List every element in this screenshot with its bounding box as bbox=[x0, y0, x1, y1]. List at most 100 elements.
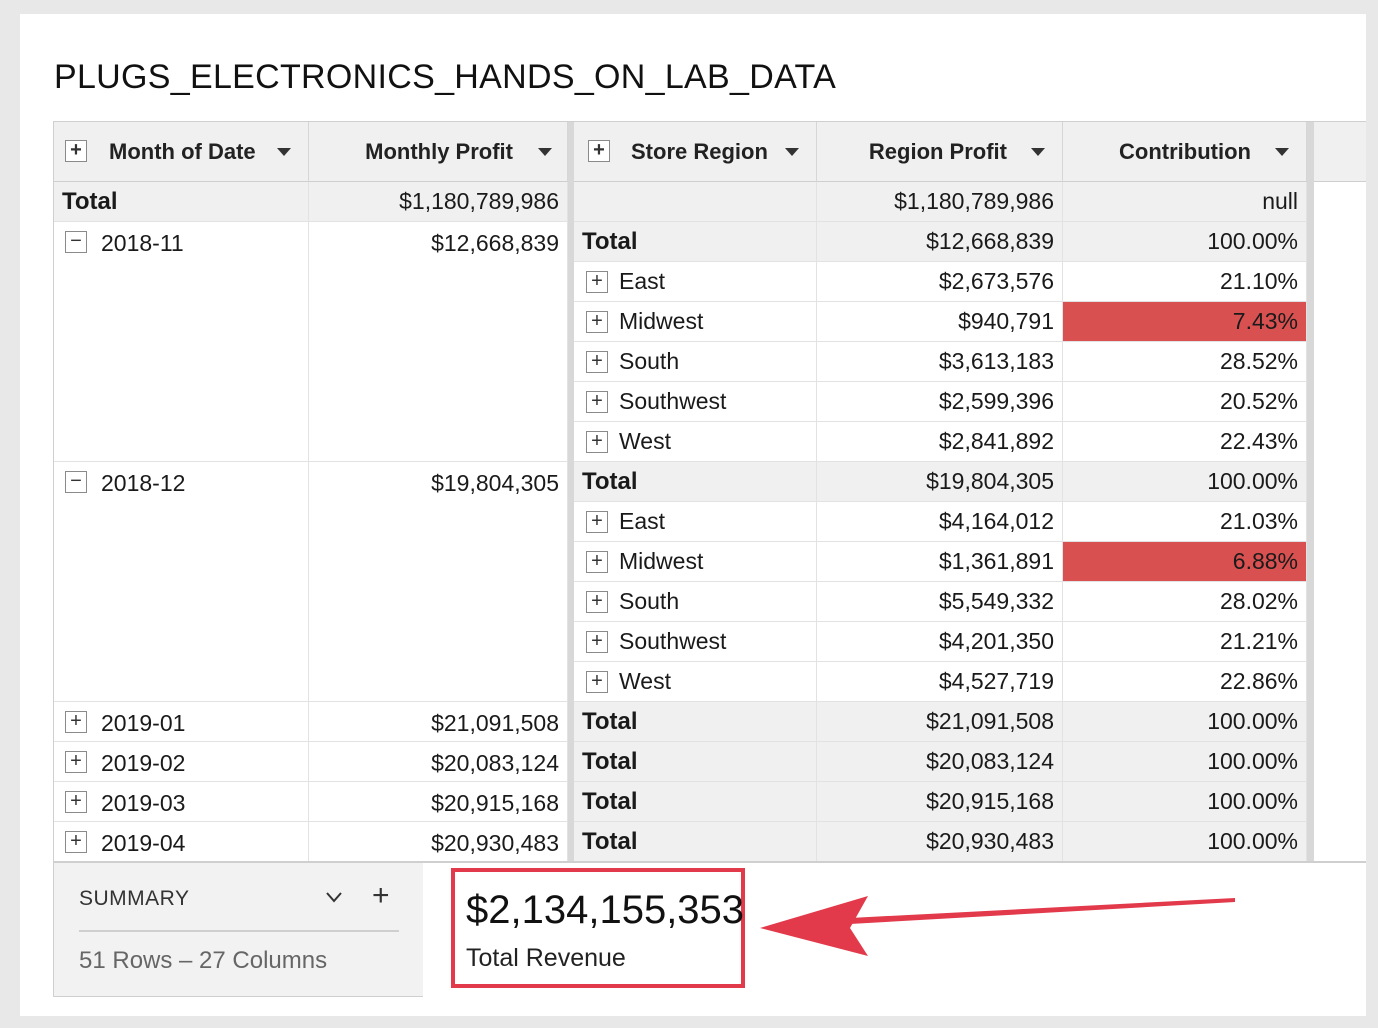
region-profit-cell: $2,673,576 bbox=[817, 262, 1063, 302]
contribution-cell: 100.00% bbox=[1063, 222, 1307, 262]
expand-icon[interactable]: + bbox=[586, 351, 608, 373]
contribution-cell: 22.43% bbox=[1063, 422, 1307, 462]
collapse-icon[interactable]: − bbox=[65, 471, 87, 493]
column-header-contribution[interactable]: Contribution bbox=[1063, 122, 1307, 182]
column-menu-caret-icon[interactable] bbox=[1031, 148, 1045, 156]
column-menu-caret-icon[interactable] bbox=[277, 148, 291, 156]
region-label: Midwest bbox=[619, 308, 704, 334]
total-revenue-kpi[interactable]: $2,134,155,353 Total Revenue bbox=[451, 868, 745, 988]
region-profit-cell: $20,083,124 bbox=[817, 742, 1063, 782]
region-cell[interactable]: + West bbox=[574, 422, 817, 462]
column-header-monthly-profit[interactable]: Monthly Profit bbox=[309, 122, 568, 182]
contribution-cell: 100.00% bbox=[1063, 822, 1307, 861]
contribution-cell: 28.52% bbox=[1063, 342, 1307, 382]
expand-icon[interactable]: + bbox=[586, 511, 608, 533]
region-label: Total bbox=[582, 787, 638, 815]
column-header-region-profit[interactable]: Region Profit bbox=[817, 122, 1063, 182]
region-label: South bbox=[619, 588, 680, 614]
region-profit-cell: $4,201,350 bbox=[817, 622, 1063, 662]
contribution-cell: 22.86% bbox=[1063, 662, 1307, 702]
region-profit-cell: $5,549,332 bbox=[817, 582, 1063, 622]
region-total-label: Total bbox=[574, 822, 817, 861]
region-cell[interactable]: + Southwest bbox=[574, 622, 817, 662]
expand-icon[interactable]: + bbox=[586, 631, 608, 653]
expand-icon[interactable]: + bbox=[65, 711, 87, 733]
contribution-cell: 100.00% bbox=[1063, 782, 1307, 822]
expand-all-regions-icon[interactable]: + bbox=[588, 140, 610, 162]
expand-all-months-icon[interactable]: + bbox=[65, 140, 87, 162]
contribution-cell: 21.21% bbox=[1063, 622, 1307, 662]
column-menu-caret-icon[interactable] bbox=[538, 148, 552, 156]
grand-total-contribution: null bbox=[1063, 182, 1307, 222]
contribution-cell: 100.00% bbox=[1063, 742, 1307, 782]
column-menu-caret-icon[interactable] bbox=[785, 148, 799, 156]
add-summary-icon[interactable]: + bbox=[372, 879, 390, 912]
region-profit-cell: $3,613,183 bbox=[817, 342, 1063, 382]
month-cell: +2019-02 bbox=[54, 742, 309, 782]
month-label: 2019-02 bbox=[101, 750, 186, 776]
region-cell[interactable]: + South bbox=[574, 582, 817, 622]
region-cell[interactable]: + Midwest bbox=[574, 542, 817, 582]
region-label: Midwest bbox=[619, 548, 704, 574]
summary-panel: SUMMARY + 51 Rows – 27 Columns bbox=[53, 863, 423, 997]
region-label: Southwest bbox=[619, 628, 727, 654]
region-profit-cell: $2,841,892 bbox=[817, 422, 1063, 462]
column-header-month[interactable]: + Month of Date bbox=[54, 122, 309, 182]
region-profit-cell: $4,527,719 bbox=[817, 662, 1063, 702]
region-cell[interactable]: + East bbox=[574, 502, 817, 542]
expand-icon[interactable]: + bbox=[586, 591, 608, 613]
expand-icon[interactable]: + bbox=[65, 791, 87, 813]
column-header-store-region[interactable]: + Store Region bbox=[574, 122, 817, 182]
contribution-cell-highlighted: 7.43% bbox=[1063, 302, 1307, 342]
kpi-label: Total Revenue bbox=[466, 944, 626, 972]
vertical-scrollbar[interactable] bbox=[1307, 122, 1314, 861]
monthly-profit-cell: $20,083,124 bbox=[309, 742, 568, 782]
monthly-profit-cell: $19,804,305 bbox=[309, 462, 568, 702]
region-label: Total bbox=[582, 227, 638, 255]
kpi-value: $2,134,155,353 bbox=[466, 888, 745, 932]
region-label: West bbox=[619, 668, 671, 694]
region-cell[interactable]: + West bbox=[574, 662, 817, 702]
expand-icon[interactable]: + bbox=[586, 671, 608, 693]
monthly-profit-cell: $20,915,168 bbox=[309, 782, 568, 822]
month-label: 2018-12 bbox=[101, 470, 186, 496]
footer-panel: SUMMARY + 51 Rows – 27 Columns $2,134,15… bbox=[53, 861, 1366, 997]
expand-icon[interactable]: + bbox=[586, 551, 608, 573]
region-profit-cell: $2,599,396 bbox=[817, 382, 1063, 422]
column-header-label: Contribution bbox=[1119, 138, 1251, 164]
region-cell[interactable]: + Midwest bbox=[574, 302, 817, 342]
region-label: West bbox=[619, 428, 671, 454]
contribution-cell: 20.52% bbox=[1063, 382, 1307, 422]
region-profit-cell: $21,091,508 bbox=[817, 702, 1063, 742]
chevron-down-icon[interactable] bbox=[326, 889, 342, 905]
region-profit-cell: $20,915,168 bbox=[817, 782, 1063, 822]
region-profit-cell: $19,804,305 bbox=[817, 462, 1063, 502]
expand-icon[interactable]: + bbox=[586, 271, 608, 293]
region-cell[interactable]: + East bbox=[574, 262, 817, 302]
month-cell: −2018-11 bbox=[54, 222, 309, 462]
column-header-label: Monthly Profit bbox=[365, 138, 513, 164]
collapse-icon[interactable]: − bbox=[65, 231, 87, 253]
monthly-profit-cell: $21,091,508 bbox=[309, 702, 568, 742]
grand-total-label: Total bbox=[54, 182, 309, 222]
expand-icon[interactable]: + bbox=[586, 431, 608, 453]
column-menu-caret-icon[interactable] bbox=[1275, 148, 1289, 156]
column-header-label: Month of Date bbox=[109, 138, 256, 164]
region-label: East bbox=[619, 268, 666, 294]
expand-icon[interactable]: + bbox=[586, 311, 608, 333]
region-cell[interactable]: + South bbox=[574, 342, 817, 382]
expand-icon[interactable]: + bbox=[65, 831, 87, 853]
region-profit-cell: $1,361,891 bbox=[817, 542, 1063, 582]
region-profit-cell: $940,791 bbox=[817, 302, 1063, 342]
grand-total-region-profit: $1,180,789,986 bbox=[817, 182, 1063, 222]
region-label: Southwest bbox=[619, 388, 727, 414]
expand-icon[interactable]: + bbox=[586, 391, 608, 413]
region-cell[interactable]: + Southwest bbox=[574, 382, 817, 422]
column-header-label: Region Profit bbox=[868, 138, 1007, 164]
region-profit-cell: $12,668,839 bbox=[817, 222, 1063, 262]
month-cell: −2018-12 bbox=[54, 462, 309, 702]
pivot-table: + Month of Date Monthly Profit + Store R… bbox=[53, 121, 1366, 861]
region-total-label: Total bbox=[574, 782, 817, 822]
expand-icon[interactable]: + bbox=[65, 751, 87, 773]
region-label: Total bbox=[582, 707, 638, 735]
